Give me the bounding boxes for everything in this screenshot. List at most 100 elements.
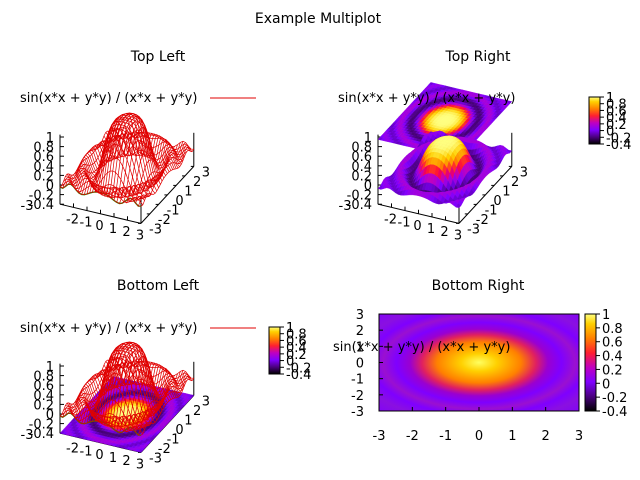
z-tick-label: 0.2	[33, 169, 54, 184]
colorbar-tick-label: 0.4	[606, 111, 627, 126]
colorbar-tick-label: 0.2	[606, 118, 627, 133]
z-tick-label: 0.8	[351, 141, 372, 156]
axes: -2 -1 0 1 2 3-3-3-2-1012310.80.60.40.20-0.2-0…	[339, 131, 529, 243]
axes: -2 -1 0 1 2 3-3-3-2-1012310.80.60.40.20-0.2-0…	[21, 131, 211, 243]
x-tick-label: 2	[440, 225, 448, 240]
y-tick-label: -3	[149, 451, 162, 466]
surface-cell	[137, 449, 144, 453]
x-tick-label: 1	[427, 222, 435, 237]
colorbar-tick-label: 0	[606, 125, 614, 140]
colorbar-tick-label: -0.2	[286, 361, 311, 376]
surface-cell	[455, 203, 462, 208]
z-tick-label: 0.4	[351, 160, 372, 175]
mesh-line	[103, 363, 186, 390]
x-tick-label: 3	[136, 228, 144, 243]
z-tick-label: 0.2	[351, 169, 372, 184]
y-tick-label: -1	[167, 432, 180, 447]
heatmap-area	[379, 314, 579, 411]
mesh-line	[112, 355, 194, 379]
y-tick-label: 3	[356, 308, 364, 323]
z-tick-label: 0.2	[33, 398, 54, 413]
mesh-line	[135, 373, 189, 433]
colorbar-gradient	[584, 313, 597, 412]
x-tick-label: -1	[80, 216, 93, 231]
surface-mesh	[59, 112, 195, 207]
mesh-line	[112, 126, 194, 150]
x-tick-label: -1	[439, 429, 452, 444]
y-tick-label: 0	[175, 194, 183, 209]
z-tick-label: 1	[364, 131, 372, 146]
z-tick-label: -0.2	[29, 418, 54, 433]
x-tick-label: -3	[21, 199, 34, 214]
y-tick-label: 1	[184, 413, 192, 428]
y-tick-label: 1	[184, 184, 192, 199]
panel-top-right: Top Right -2 -1 0 1 2 3-3-3-2-1012310.80.60.4…	[338, 49, 631, 243]
colorbar-tick-label: 0.6	[286, 334, 307, 349]
y-tick-label: 3	[202, 165, 210, 180]
panel-title: Bottom Right	[432, 278, 525, 294]
mesh-line	[140, 377, 195, 436]
x-tick-label: 0	[95, 219, 103, 234]
mesh-line	[110, 356, 193, 381]
mesh-line	[132, 142, 186, 201]
panel-title: Top Left	[130, 49, 186, 65]
z-tick-label: 1	[46, 360, 54, 375]
mesh-line	[130, 370, 184, 431]
x-tick-label: -3	[339, 199, 352, 214]
z-tick-label: 0.6	[33, 150, 54, 165]
x-tick-label: -2	[384, 212, 397, 227]
page-title: Example Multiplot	[255, 11, 382, 27]
x-tick-label: -3	[21, 428, 34, 443]
x-tick-label: -2	[66, 212, 79, 227]
panel-title: Bottom Left	[117, 278, 200, 294]
pm3d-surface	[377, 82, 513, 208]
y-tick-label: -2	[158, 442, 171, 457]
z-tick-label: -0.2	[347, 189, 372, 204]
colorbar-tick-label: -0.4	[606, 138, 631, 153]
y-tick-label: 3	[202, 394, 210, 409]
z-tick-label: 0.8	[33, 370, 54, 385]
colorbar-tick-label: 0.4	[602, 350, 623, 365]
z-tick-label: 1	[46, 131, 54, 146]
z-tick-label: -0.4	[29, 427, 54, 442]
mesh-line	[110, 127, 193, 152]
colorbar-tick-label: 0	[602, 377, 610, 392]
y-tick-label: -2	[158, 213, 171, 228]
y-tick-label: -3	[351, 405, 364, 420]
z-tick-label: 0	[46, 408, 54, 423]
mesh-line	[137, 375, 192, 436]
colorbar-tick-label: -0.4	[286, 368, 311, 383]
z-tick-label: 0.6	[33, 379, 54, 394]
panel-bottom-left: Bottom Left -2 -1 0 1 2 3-3-3-2-1012310.80.60…	[20, 278, 311, 472]
mesh-line	[137, 146, 192, 207]
x-tick-label: 2	[542, 429, 550, 444]
colorbar-tick-label: 0.4	[286, 341, 307, 356]
colorbar-tick-label: 0.2	[602, 363, 623, 378]
z-tick-label: 0.4	[33, 389, 54, 404]
x-tick-label: 0	[95, 448, 103, 463]
x-tick-label: 1	[109, 222, 117, 237]
colorbar-gradient	[588, 96, 601, 145]
colorbar-tick-label: 0.6	[606, 104, 627, 119]
mesh-line	[140, 148, 195, 207]
z-tick-label: 0.8	[33, 141, 54, 156]
colorbar-tick-label: 0	[286, 355, 294, 370]
panel-bottom-right: Bottom Right sin(x*x + y*y) / (x*x + y*y…	[333, 278, 627, 444]
y-tick-label: -2	[351, 389, 364, 404]
mesh-line	[132, 371, 186, 430]
colorbar-tick-label: 1	[286, 321, 294, 336]
colorbar-tick-label: -0.2	[602, 391, 627, 406]
colorbar-tick-label: 0.8	[286, 328, 307, 343]
colorbar: 10.80.60.40.20-0.2-0.4	[588, 91, 631, 153]
x-tick-label: -1	[398, 216, 411, 231]
x-tick-label: 0	[475, 429, 483, 444]
legend-label: sin(x*x + y*y) / (x*x + y*y)	[20, 91, 197, 106]
colorbar-tick-label: 1	[606, 91, 614, 106]
x-tick-label: -2	[66, 441, 79, 456]
y-tick-label: 2	[356, 324, 364, 339]
x-tick-label: 3	[575, 429, 583, 444]
y-tick-label: 0	[356, 357, 364, 372]
x-tick-label: 2	[122, 454, 130, 469]
y-tick-label: -3	[149, 222, 162, 237]
y-tick-label: 2	[193, 175, 201, 190]
